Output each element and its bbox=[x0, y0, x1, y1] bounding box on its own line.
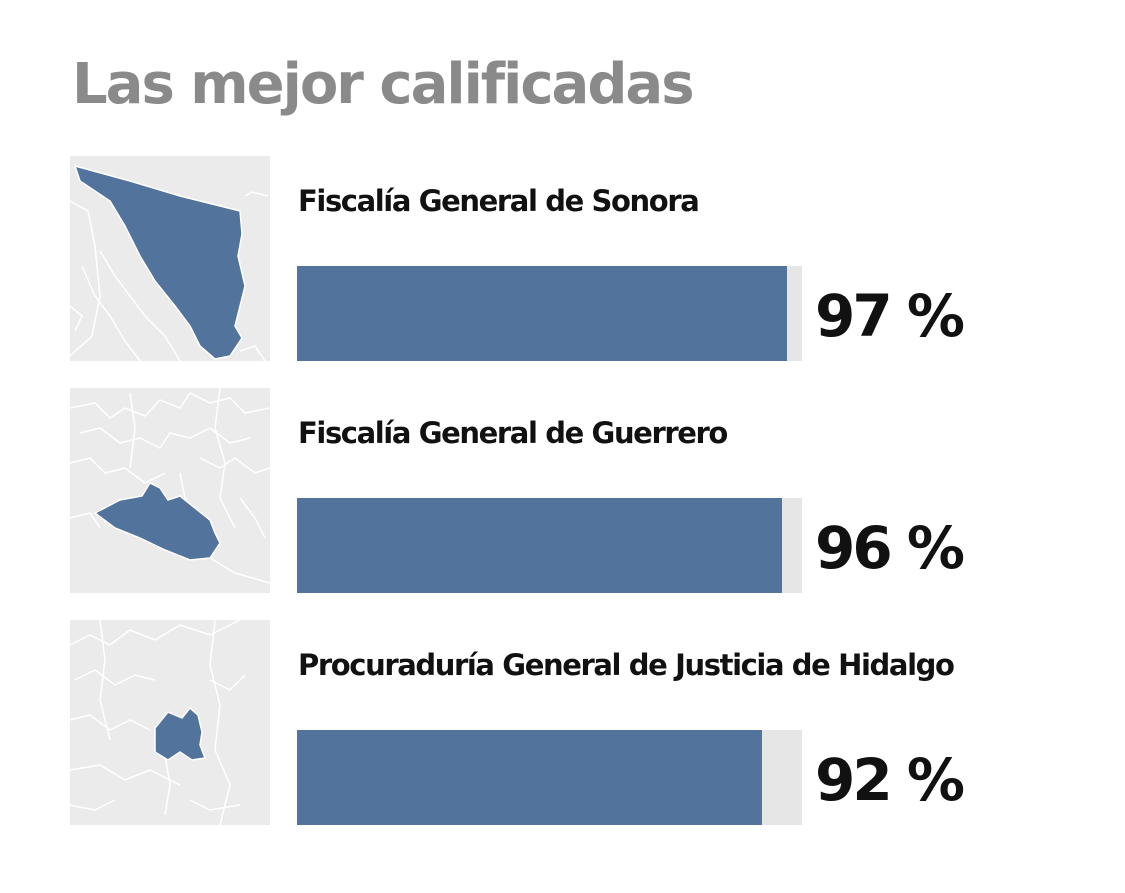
data-label: 92 % bbox=[815, 746, 965, 814]
bar-track bbox=[297, 730, 802, 825]
bar-guerrero bbox=[297, 498, 782, 593]
bar-track bbox=[297, 498, 802, 593]
hidalgo-map-icon bbox=[70, 620, 270, 825]
sonora-map-icon bbox=[70, 156, 270, 361]
bar-label: Procuraduría General de Justicia de Hida… bbox=[298, 648, 955, 682]
bar-sonora bbox=[297, 266, 787, 361]
data-label: 97 % bbox=[815, 282, 965, 350]
bar-row-guerrero: Fiscalía General de Guerrero 96 % bbox=[0, 388, 1125, 598]
bar-row-sonora: Fiscalía General de Sonora 97 % bbox=[0, 156, 1125, 366]
guerrero-map-icon bbox=[70, 388, 270, 593]
bar-track bbox=[297, 266, 802, 361]
bar-hidalgo bbox=[297, 730, 762, 825]
bar-label: Fiscalía General de Guerrero bbox=[298, 416, 728, 450]
chart-title: Las mejor calificadas bbox=[72, 52, 695, 117]
bar-row-hidalgo: Procuraduría General de Justicia de Hida… bbox=[0, 620, 1125, 830]
data-label: 96 % bbox=[815, 514, 965, 582]
bar-label: Fiscalía General de Sonora bbox=[298, 184, 700, 218]
